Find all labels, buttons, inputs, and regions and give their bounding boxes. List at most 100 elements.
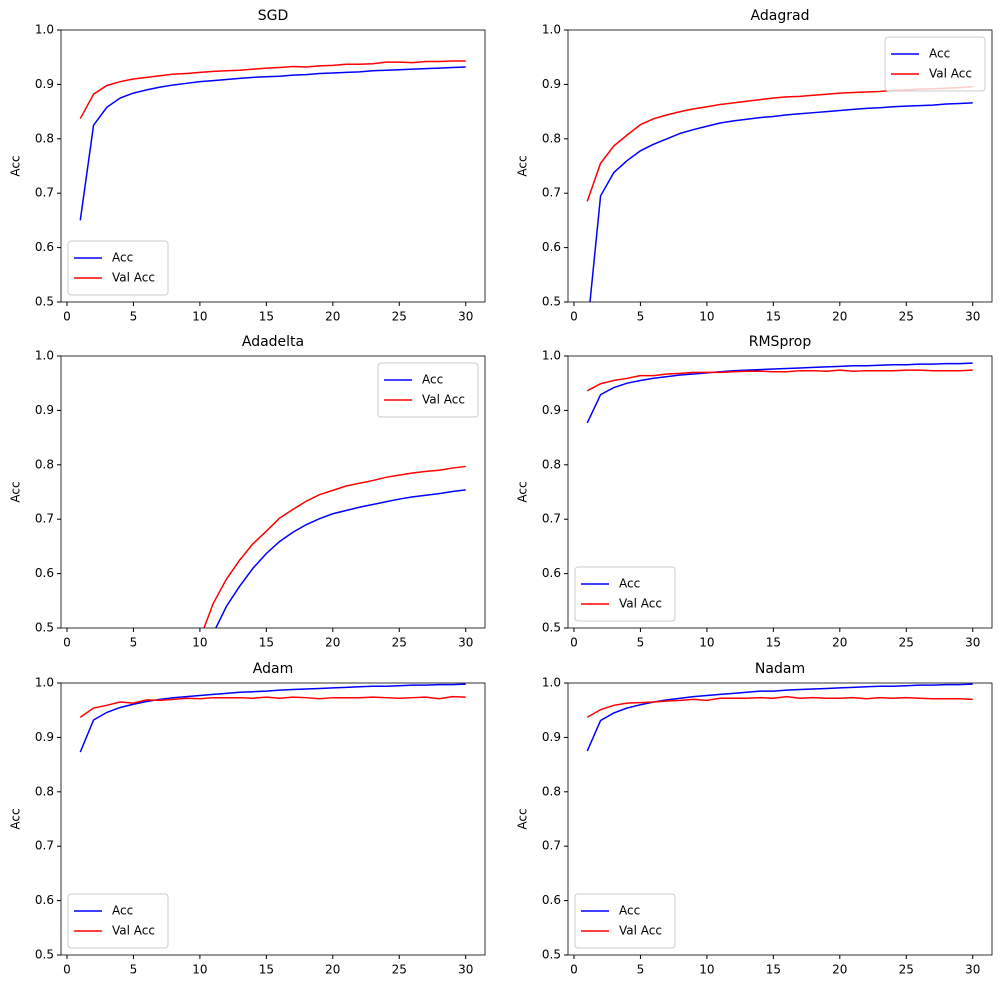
y-tick-label: 0.8 (542, 457, 561, 471)
y-tick-label: 0.7 (35, 186, 54, 200)
y-tick-label: 1.0 (542, 23, 561, 37)
x-tick-label: 25 (392, 963, 407, 977)
legend-box (884, 36, 986, 92)
y-tick-label: 0.6 (542, 240, 561, 254)
series-group (79, 60, 466, 221)
x-tick-label: 15 (766, 636, 781, 650)
y-tick-label: 0.8 (542, 784, 561, 798)
x-tick-label: 25 (899, 963, 914, 977)
y-axis-label: Acc (9, 808, 23, 829)
legend-label: Val Acc (619, 924, 662, 938)
legend: Acc Val Acc (574, 566, 676, 622)
x-tick-label: 25 (392, 636, 407, 650)
axes-frame (567, 355, 993, 629)
legend-label: Val Acc (929, 67, 972, 81)
x-tick-label: 25 (899, 310, 914, 324)
series-group (79, 683, 466, 753)
axes-frame (60, 682, 486, 956)
axes-frame (60, 29, 486, 303)
subplot: Adagrad Acc 0 5 10 15 20 25 30 0.5 0.6 0.7 0.8 0.9 1.0… (516, 8, 993, 324)
y-tick-label: 0.9 (35, 403, 54, 417)
x-tick-label: 0 (63, 310, 71, 324)
y-axis-label: Acc (9, 481, 23, 502)
legend-label: Acc (619, 577, 640, 591)
y-tick-label: 0.6 (35, 240, 54, 254)
legend: Acc Val Acc (67, 240, 169, 296)
legend: Acc Val Acc (884, 36, 986, 92)
legend-box (574, 893, 676, 949)
x-tick-label: 15 (259, 636, 274, 650)
x-tick-label: 0 (570, 963, 578, 977)
legend-label: Acc (929, 47, 950, 61)
legend-label: Val Acc (619, 597, 662, 611)
y-tick-label: 1.0 (35, 676, 54, 690)
x-tick-label: 30 (965, 636, 980, 650)
y-tick-label: 0.5 (542, 948, 561, 962)
legend-label: Acc (619, 904, 640, 918)
y-tick-label: 0.7 (542, 839, 561, 853)
y-tick-label: 0.9 (35, 77, 54, 91)
y-axis-label: Acc (516, 481, 530, 502)
x-tick-label: 5 (130, 310, 138, 324)
subplot: Nadam Acc 0 5 10 15 20 25 30 0.5 0.6 0.7 0.8 0.9 1.0 Ac… (516, 661, 993, 977)
x-tick-label: 0 (63, 963, 71, 977)
y-tick-label: 0.5 (35, 295, 54, 309)
axes-frame (567, 682, 993, 956)
y-tick-label: 0.6 (542, 893, 561, 907)
x-tick-label: 5 (637, 310, 645, 324)
y-tick-label: 0.7 (35, 839, 54, 853)
x-tick-label: 20 (325, 963, 340, 977)
legend-box (574, 566, 676, 622)
line-series (589, 102, 973, 302)
x-tick-label: 10 (192, 310, 207, 324)
line-series (586, 85, 973, 202)
x-tick-label: 10 (192, 636, 207, 650)
y-axis-label: Acc (516, 808, 530, 829)
line-series (79, 683, 466, 753)
line-series (586, 695, 973, 718)
y-tick-label: 0.8 (35, 784, 54, 798)
x-tick-label: 15 (766, 310, 781, 324)
line-series (203, 465, 466, 628)
series-group (586, 85, 973, 302)
y-tick-label: 0.7 (542, 512, 561, 526)
y-tick-label: 0.6 (542, 566, 561, 580)
line-series (79, 695, 466, 718)
subplot: SGD Acc 0 5 10 15 20 25 30 0.5 0.6 0.7 0.8 0.9 1.0 Acc V… (9, 8, 486, 324)
x-tick-label: 20 (832, 636, 847, 650)
y-tick-label: 0.9 (35, 730, 54, 744)
y-tick-label: 0.6 (35, 566, 54, 580)
y-tick-label: 1.0 (35, 23, 54, 37)
legend-box (67, 893, 169, 949)
line-series (586, 362, 973, 424)
y-tick-label: 0.9 (542, 77, 561, 91)
subplot-title: Nadam (755, 661, 805, 677)
axes-frame (567, 29, 993, 303)
x-tick-label: 20 (832, 310, 847, 324)
x-tick-label: 10 (699, 636, 714, 650)
legend-box (67, 240, 169, 296)
series-group (586, 683, 973, 752)
subplot: RMSprop Acc 0 5 10 15 20 25 30 0.5 0.6 0.7 0.8 0.9 1.0… (516, 334, 993, 650)
legend-label: Val Acc (112, 924, 155, 938)
x-tick-label: 15 (259, 310, 274, 324)
line-series (586, 369, 973, 392)
x-tick-label: 30 (458, 636, 473, 650)
line-series (215, 489, 466, 628)
legend-label: Val Acc (112, 271, 155, 285)
y-axis-label: Acc (9, 155, 23, 176)
subplot-title: Adadelta (242, 334, 304, 350)
legend: Acc Val Acc (574, 893, 676, 949)
x-tick-label: 30 (458, 310, 473, 324)
y-tick-label: 0.8 (35, 457, 54, 471)
x-tick-label: 0 (63, 636, 71, 650)
y-tick-label: 0.5 (542, 621, 561, 635)
legend-label: Acc (112, 904, 133, 918)
line-series (79, 66, 466, 221)
x-tick-label: 5 (637, 963, 645, 977)
series-group (586, 362, 973, 424)
x-tick-label: 10 (192, 963, 207, 977)
legend-box (377, 362, 479, 418)
x-tick-label: 20 (832, 963, 847, 977)
